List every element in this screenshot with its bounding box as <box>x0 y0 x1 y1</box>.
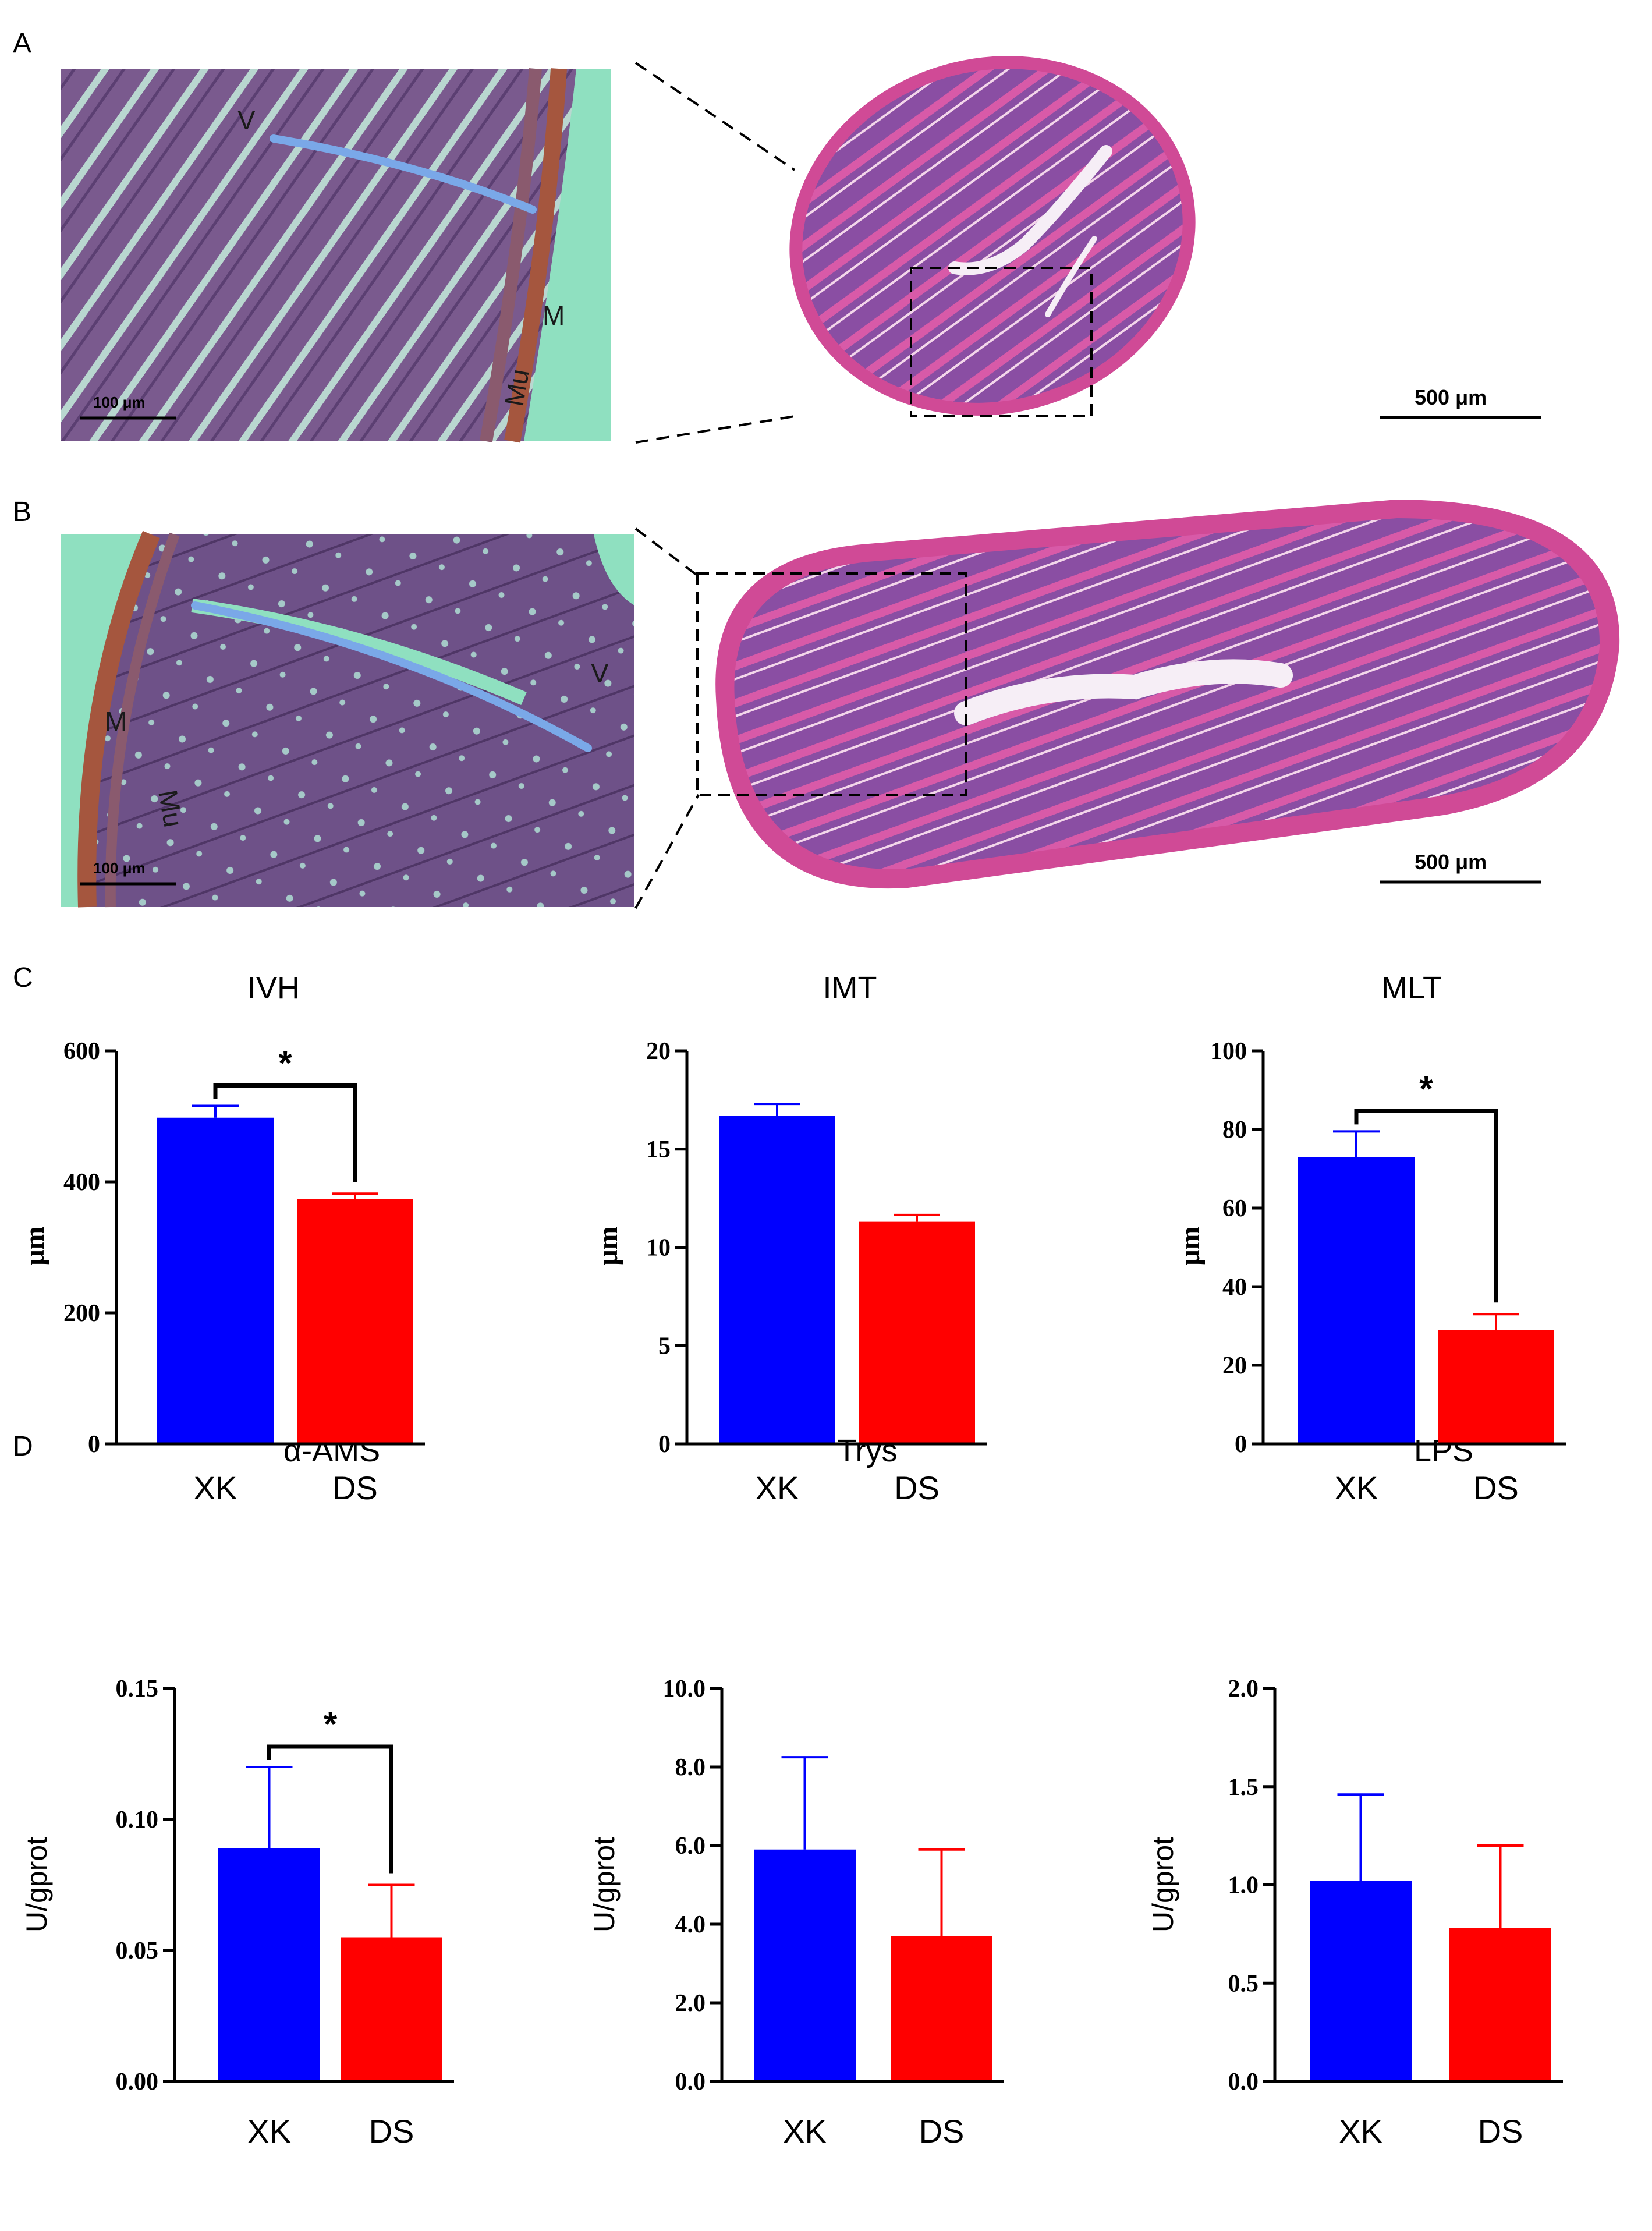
category-label-mlt-ds: DS <box>1473 1469 1519 1506</box>
histology-b-overview <box>696 500 1620 889</box>
chart-mlt: XK DS 0 20 40 60 80 100 * <box>1210 1038 1566 1506</box>
bar-ivh-ds <box>297 1199 413 1444</box>
ylabel-lps: U/gprot <box>1147 1837 1179 1932</box>
y-tick-label-aams: 0.10 <box>116 1807 159 1833</box>
y-tick-label-ivh: 400 <box>63 1169 100 1196</box>
bar-imt-ds <box>859 1221 975 1444</box>
category-label-ivh-ds: DS <box>332 1469 378 1506</box>
ylabel-aams: U/gprot <box>20 1837 53 1932</box>
y-tick-label-lps: 0.5 <box>1228 1970 1259 1997</box>
ylabel-mlt: μm <box>1175 1226 1206 1265</box>
bar-aams-ds <box>341 1937 442 2081</box>
y-tick-label-lps: 2.0 <box>1228 1676 1259 1702</box>
histology-a: V M Mu 100 μm 500 μm <box>61 56 1541 444</box>
bar-ivh-xk <box>157 1117 274 1444</box>
category-label-ivh-xk: XK <box>194 1469 237 1506</box>
significance-star-mlt: * <box>1419 1069 1433 1108</box>
panel-label-b: B <box>13 497 31 527</box>
bar-mlt-xk <box>1298 1157 1415 1444</box>
y-tick-label-trys: 8.0 <box>675 1754 706 1781</box>
y-tick-label-lps: 1.0 <box>1228 1872 1259 1899</box>
mucosa-label-b: Mu <box>153 788 189 830</box>
category-label-imt-ds: DS <box>894 1469 940 1506</box>
category-label-imt-xk: XK <box>756 1469 799 1506</box>
category-label-lps-ds: DS <box>1478 2113 1523 2149</box>
chart-lps: XK DS 0.0 0.5 1.0 1.5 2.0 <box>1228 1676 1563 2149</box>
ylabel-imt: μm <box>593 1226 623 1265</box>
y-tick-label-imt: 20 <box>646 1038 671 1065</box>
y-tick-label-mlt: 60 <box>1222 1195 1247 1222</box>
bar-aams-xk <box>218 1848 320 2081</box>
category-label-aams-xk: XK <box>247 2113 291 2149</box>
histology-a-overview <box>789 56 1196 417</box>
y-tick-label-trys: 2.0 <box>675 1990 706 2017</box>
chart-title-ivh: IVH <box>247 971 300 1005</box>
panel-label-d: D <box>13 1431 33 1462</box>
bar-charts: XK DS 0 200 400 600 * XK DS 0 5 10 15 20 XK DS 0 20 40 60 80… <box>63 1038 1566 2149</box>
bar-imt-xk <box>719 1116 835 1444</box>
y-tick-label-ivh: 600 <box>63 1038 100 1065</box>
category-label-trys-xk: XK <box>783 2113 827 2149</box>
y-tick-label-mlt: 20 <box>1222 1352 1247 1379</box>
category-label-trys-ds: DS <box>919 2113 965 2149</box>
y-tick-label-mlt: 80 <box>1222 1117 1247 1143</box>
bar-mlt-ds <box>1438 1330 1554 1444</box>
y-tick-label-lps: 1.5 <box>1228 1774 1259 1801</box>
significance-star-ivh: * <box>278 1044 292 1083</box>
bar-trys-xk <box>754 1849 856 2081</box>
scale-inset-b: 100 μm <box>93 859 146 877</box>
chart-imt: XK DS 0 5 10 15 20 <box>646 1038 987 1506</box>
y-tick-label-imt: 15 <box>646 1136 671 1163</box>
y-tick-label-imt: 0 <box>658 1431 671 1458</box>
chart-title-mlt: MLT <box>1381 971 1442 1005</box>
chart-ivh: XK DS 0 200 400 600 * <box>63 1038 425 1506</box>
y-tick-label-mlt: 40 <box>1222 1274 1247 1301</box>
villus-label-a: V <box>237 105 256 135</box>
histology-b-inset: V M Mu 100 μm <box>61 530 634 908</box>
panel-label-a: A <box>13 28 31 59</box>
histology-b: V M Mu 100 μm 500 μm <box>61 500 1620 909</box>
muscle-label-b: M <box>105 706 127 736</box>
category-label-aams-ds: DS <box>369 2113 414 2149</box>
ylabel-trys: U/gprot <box>588 1837 621 1932</box>
y-tick-label-ivh: 0 <box>88 1431 100 1458</box>
chart-aams: XK DS 0.00 0.05 0.10 0.15 * <box>116 1676 454 2149</box>
scale-overview-b: 500 μm <box>1415 850 1487 874</box>
y-tick-label-trys: 0.0 <box>675 2069 706 2095</box>
mucosa-label-a: Mu <box>499 367 535 409</box>
y-tick-label-aams: 0.00 <box>116 2069 159 2095</box>
y-tick-label-trys: 10.0 <box>663 1676 706 1702</box>
y-tick-label-mlt: 100 <box>1210 1038 1247 1065</box>
category-label-mlt-xk: XK <box>1335 1469 1378 1506</box>
y-tick-label-ivh: 200 <box>63 1300 100 1327</box>
bar-lps-xk <box>1310 1881 1412 2081</box>
bar-trys-ds <box>891 1936 992 2081</box>
scale-overview-a: 500 μm <box>1415 385 1487 409</box>
y-tick-label-lps: 0.0 <box>1228 2069 1259 2095</box>
villus-label-b: V <box>591 658 609 688</box>
y-tick-label-imt: 10 <box>646 1235 671 1262</box>
scale-inset-a: 100 μm <box>93 394 146 411</box>
significance-star-aams: * <box>324 1705 338 1744</box>
y-tick-label-trys: 6.0 <box>675 1833 706 1860</box>
significance-bracket-aams <box>267 1744 393 1874</box>
category-label-lps-xk: XK <box>1339 2113 1382 2149</box>
y-tick-label-trys: 4.0 <box>675 1911 706 1938</box>
chart-title-imt: IMT <box>823 971 877 1005</box>
histology-a-inset: V M Mu 100 μm <box>61 68 611 443</box>
ylabel-ivh: μm <box>19 1226 50 1265</box>
y-tick-label-imt: 5 <box>658 1333 671 1359</box>
bar-lps-ds <box>1449 1928 1551 2081</box>
y-tick-label-aams: 0.05 <box>116 1938 159 1964</box>
y-tick-label-aams: 0.15 <box>116 1676 159 1702</box>
y-tick-label-mlt: 0 <box>1235 1431 1247 1458</box>
muscle-label-a: M <box>543 300 565 331</box>
significance-bracket-ivh <box>213 1083 357 1182</box>
panel-label-c: C <box>13 962 33 993</box>
chart-trys: XK DS 0.0 2.0 4.0 6.0 8.0 10.0 <box>663 1676 1004 2149</box>
significance-bracket-mlt <box>1354 1109 1498 1303</box>
